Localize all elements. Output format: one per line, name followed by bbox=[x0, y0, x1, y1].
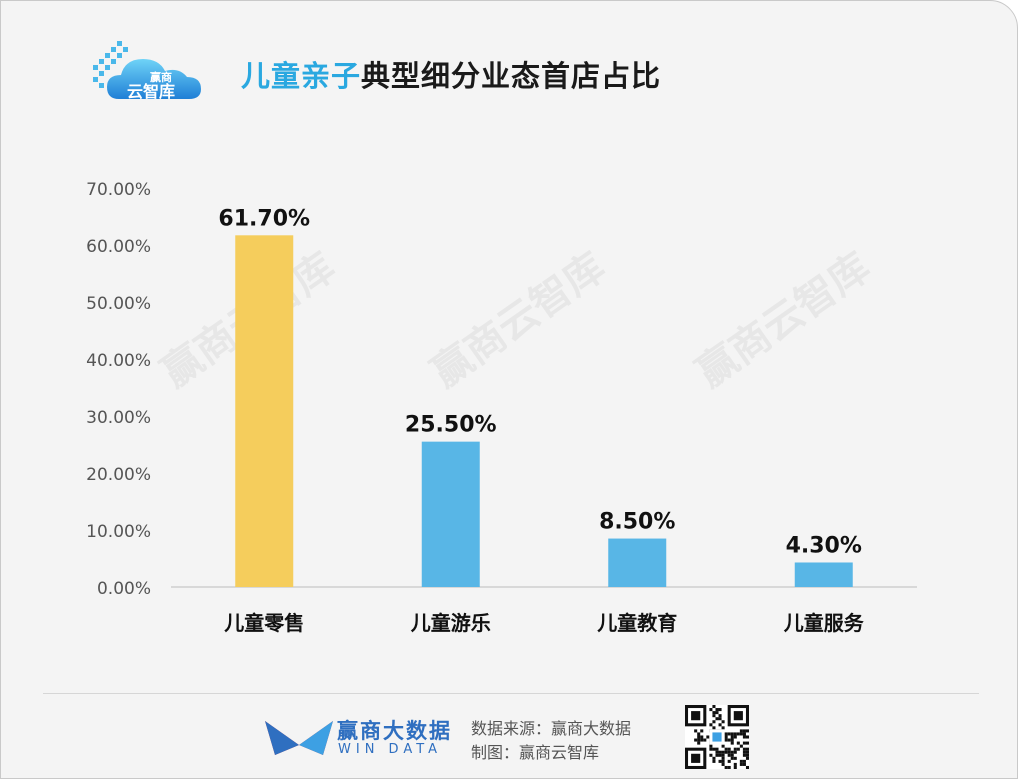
data-label: 4.30% bbox=[786, 533, 862, 558]
y-tick-label: 20.00% bbox=[86, 465, 151, 485]
cloud-logo-icon: 赢商 云智库 bbox=[93, 41, 201, 101]
logo-text-top: 赢商 bbox=[150, 70, 172, 84]
y-tick-label: 30.00% bbox=[86, 408, 151, 428]
y-tick-label: 60.00% bbox=[86, 237, 151, 257]
data-source-line: 数据来源：赢商大数据 bbox=[471, 719, 632, 738]
title-rest: 典型细分业态首店占比 bbox=[361, 59, 662, 93]
footer-brand-cn: 赢商大数据 bbox=[337, 719, 452, 743]
x-tick-label: 儿童教育 bbox=[596, 611, 677, 635]
y-tick-label: 10.00% bbox=[86, 522, 151, 542]
logo-text-bottom: 云智库 bbox=[127, 82, 175, 101]
windata-logo-icon bbox=[265, 721, 333, 755]
footer-brand-en: WIN DATA bbox=[338, 742, 443, 757]
data-label: 61.70% bbox=[218, 206, 310, 231]
data-label: 8.50% bbox=[599, 510, 675, 535]
y-tick-label: 70.00% bbox=[86, 180, 151, 200]
title-accent: 儿童亲子 bbox=[241, 59, 362, 93]
bar-3 bbox=[608, 538, 667, 587]
bar-2 bbox=[421, 441, 480, 587]
bar-chart: 赢商云智库赢商云智库赢商云智库0.00%10.00%20.00%30.00%40… bbox=[86, 180, 917, 635]
x-tick-label: 儿童零售 bbox=[223, 611, 304, 635]
y-tick-label: 40.00% bbox=[86, 351, 151, 371]
chart-maker-line: 制图：赢商云智库 bbox=[471, 743, 600, 762]
data-label: 25.50% bbox=[405, 413, 497, 438]
page-title: 儿童亲子典型细分业态首店占比 bbox=[241, 53, 661, 95]
footer-source: 数据来源：赢商大数据 制图：赢商云智库 bbox=[471, 717, 631, 765]
y-tick-label: 50.00% bbox=[86, 294, 151, 314]
qr-code-icon bbox=[685, 705, 749, 769]
bar-4 bbox=[794, 562, 853, 587]
watermark-text: 赢商云智库 bbox=[688, 244, 878, 396]
x-tick-label: 儿童游乐 bbox=[410, 611, 491, 635]
watermark-text: 赢商云智库 bbox=[423, 244, 613, 396]
footer-divider bbox=[43, 693, 979, 694]
y-tick-label: 0.00% bbox=[97, 579, 151, 599]
bar-1 bbox=[235, 235, 294, 587]
x-tick-label: 儿童服务 bbox=[783, 611, 865, 635]
